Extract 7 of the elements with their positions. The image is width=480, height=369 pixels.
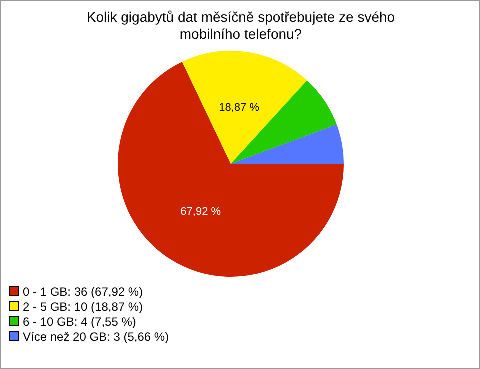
legend-label: Více než 20 GB: 3 (5,66 %) (22, 330, 170, 345)
legend-label: 2 - 5 GB: 10 (18,87 %) (22, 300, 144, 315)
data-label: 18,87 % (219, 102, 260, 114)
chart-title: Kolik gigabytů dat měsíčně spotřebujete ze svého mobilního telefonu? (86, 9, 396, 43)
legend-label: 6 - 10 GB: 4 (7,55 %) (22, 315, 138, 330)
legend-label: 0 - 1 GB: 36 (67,92 %) (22, 285, 144, 300)
data-label: 67,92 % (180, 206, 222, 218)
